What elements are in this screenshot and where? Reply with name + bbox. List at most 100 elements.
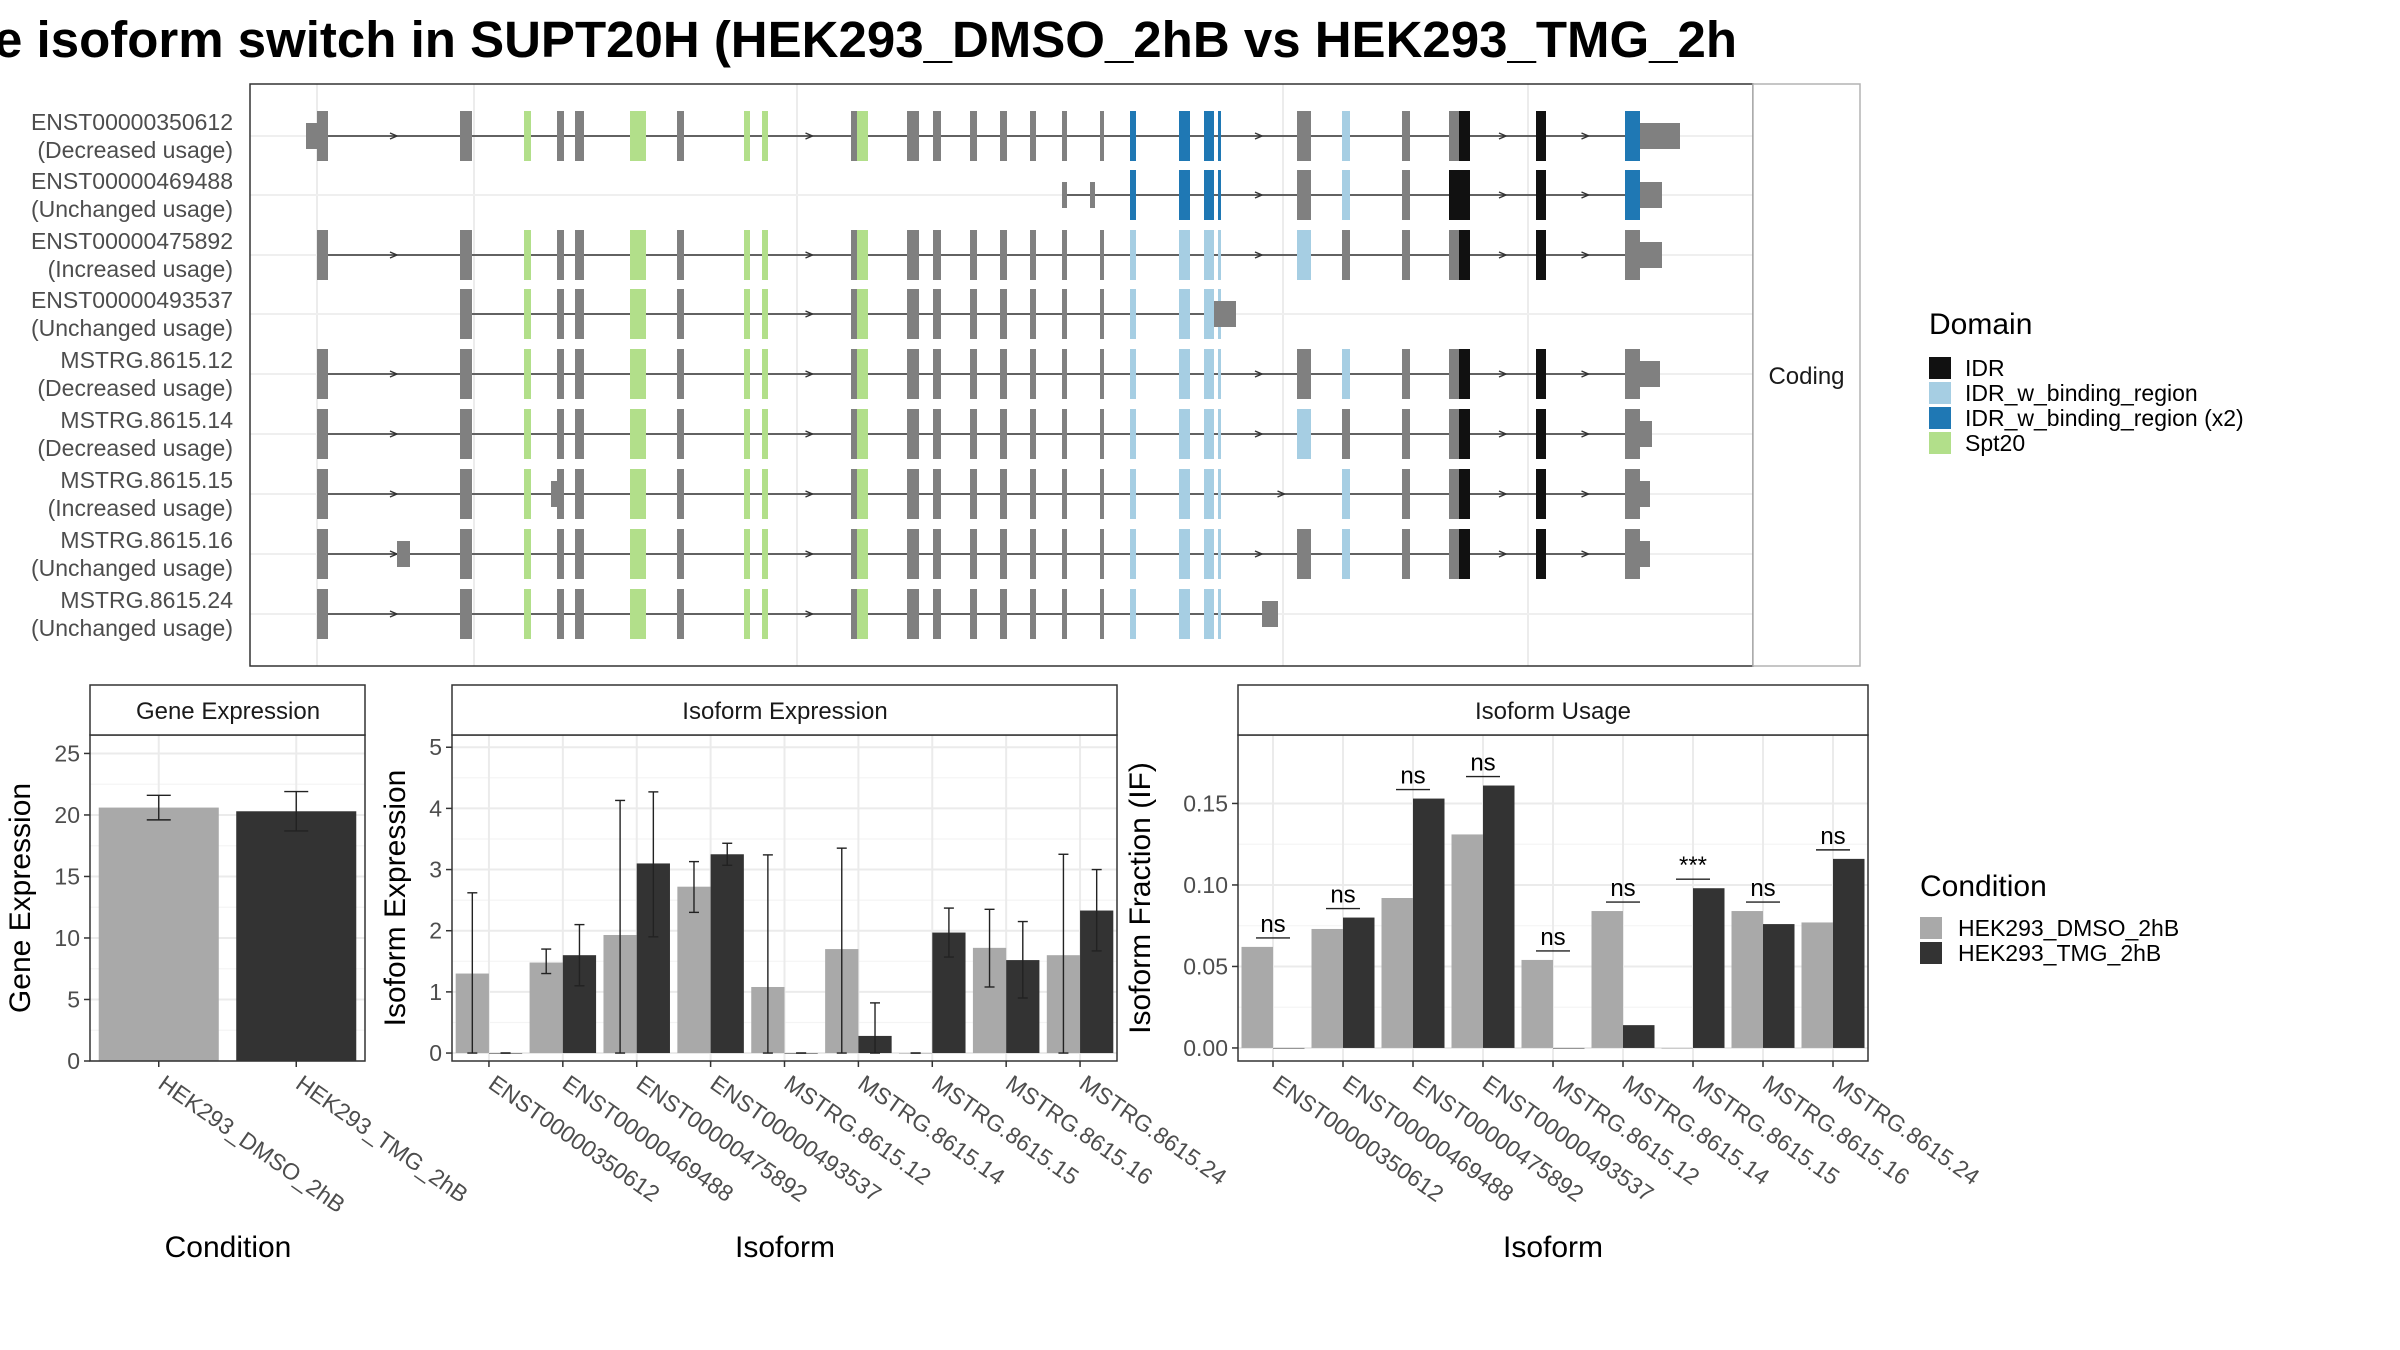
coding-exon xyxy=(1030,289,1036,339)
utr-exon xyxy=(1640,242,1662,268)
y-tick-label: 20 xyxy=(54,802,80,828)
significance-label: ns xyxy=(1330,882,1355,909)
coding-exon xyxy=(557,469,564,519)
coding-exon xyxy=(907,409,919,459)
coding-exon xyxy=(1402,170,1410,220)
legend-label: IDR xyxy=(1965,355,2005,381)
coding-exon xyxy=(630,529,637,579)
coding-exon xyxy=(1218,529,1221,579)
bar xyxy=(1241,946,1273,1048)
coding-exon xyxy=(1449,111,1459,161)
coding-exon xyxy=(1218,230,1221,280)
coding-exon xyxy=(1297,409,1311,459)
coding-exon xyxy=(557,589,564,639)
coding-exon xyxy=(460,111,472,161)
y-tick-label: 5 xyxy=(67,986,80,1012)
coding-exon xyxy=(677,111,684,161)
coding-exon xyxy=(460,289,472,339)
coding-exon xyxy=(1130,409,1136,459)
transcript-row xyxy=(1062,170,1662,220)
transcript-id-label: MSTRG.8615.12 xyxy=(60,347,233,373)
transcript-usage-label: (Decreased usage) xyxy=(37,375,233,401)
coding-exon xyxy=(762,409,768,459)
exon xyxy=(397,541,410,567)
utr-exon xyxy=(1640,541,1650,567)
coding-exon xyxy=(575,230,584,280)
coding-exon xyxy=(1179,409,1190,459)
coding-exon xyxy=(1218,409,1221,459)
coding-exon xyxy=(1030,529,1036,579)
coding-exon xyxy=(1536,170,1546,220)
coding-exon xyxy=(1000,409,1007,459)
utr-exon xyxy=(1640,421,1652,447)
coding-exon xyxy=(1179,529,1190,579)
coding-exon xyxy=(1459,469,1470,519)
coding-exon xyxy=(970,349,977,399)
coding-exon xyxy=(744,230,750,280)
coding-exon xyxy=(1218,469,1221,519)
transcript-row xyxy=(317,230,1662,280)
coding-exon xyxy=(1342,409,1350,459)
coding-exon xyxy=(762,529,768,579)
coding-exon xyxy=(744,289,750,339)
strand-arrow xyxy=(1254,370,1264,378)
coding-exon xyxy=(524,289,531,339)
coding-exon xyxy=(1100,529,1104,579)
coding-exon xyxy=(1402,469,1410,519)
bar xyxy=(1833,858,1865,1048)
coding-exon xyxy=(1062,589,1067,639)
coding-exon xyxy=(857,469,868,519)
bar xyxy=(1693,888,1725,1048)
coding-exon xyxy=(907,589,919,639)
transcript-usage-label: (Unchanged usage) xyxy=(31,196,233,222)
transcript-id-label: ENST00000493537 xyxy=(31,287,233,313)
bar xyxy=(1381,898,1413,1048)
bar xyxy=(1801,922,1833,1048)
coding-exon xyxy=(1062,409,1067,459)
coding-exon xyxy=(851,111,857,161)
figure-title: e isoform switch in SUPT20H (HEK293_DMSO… xyxy=(0,11,1737,68)
coding-exon xyxy=(1179,230,1190,280)
coding-exon xyxy=(1130,589,1136,639)
coding-exon xyxy=(524,409,531,459)
transcript-row xyxy=(317,349,1660,399)
coding-exon xyxy=(762,230,768,280)
coding-exon xyxy=(1100,230,1104,280)
coding-exon xyxy=(1402,409,1410,459)
legend-swatch xyxy=(1929,382,1951,404)
bar xyxy=(529,962,563,1054)
coding-exon xyxy=(524,469,531,519)
y-axis-title: Isoform Fraction (IF) xyxy=(1124,762,1157,1034)
coding-exon xyxy=(851,409,857,459)
strand-arrow xyxy=(1581,430,1591,438)
transcript-id-label: MSTRG.8615.15 xyxy=(60,467,233,493)
coding-exon xyxy=(1297,111,1311,161)
coding-exon xyxy=(970,589,977,639)
coding-exon xyxy=(744,589,750,639)
strand-arrow xyxy=(805,550,815,558)
coding-exon xyxy=(637,289,646,339)
coding-exon xyxy=(1179,111,1190,161)
coding-exon xyxy=(1402,111,1410,161)
coding-exon xyxy=(1536,529,1546,579)
coding-exon xyxy=(317,409,328,459)
strand-arrow xyxy=(805,132,815,140)
strand-arrow xyxy=(1498,430,1508,438)
significance-label: ns xyxy=(1260,911,1285,938)
coding-exon xyxy=(1342,529,1350,579)
coding-exon xyxy=(557,111,564,161)
coding-exon xyxy=(460,409,472,459)
coding-exon xyxy=(933,409,941,459)
coding-exon xyxy=(1204,349,1214,399)
strand-arrow xyxy=(389,610,399,618)
coding-exon xyxy=(1100,111,1104,161)
coding-exon xyxy=(1000,529,1007,579)
coding-exon xyxy=(851,529,857,579)
y-tick-label: 2 xyxy=(429,918,442,944)
strand-arrow xyxy=(1581,251,1591,259)
utr-exon xyxy=(1640,182,1662,208)
coding-exon xyxy=(1030,230,1036,280)
transcript-id-label: MSTRG.8615.14 xyxy=(60,407,233,433)
coding-exon xyxy=(1000,469,1007,519)
